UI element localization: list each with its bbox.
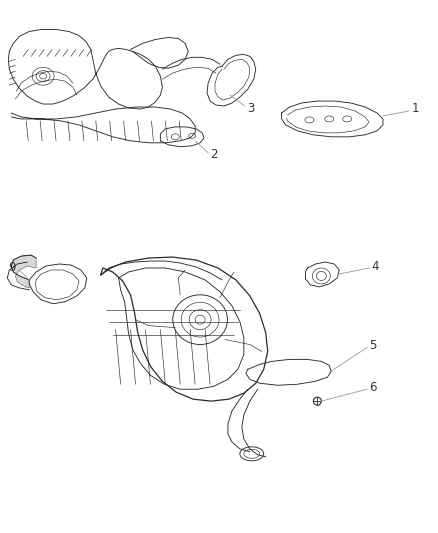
Polygon shape — [11, 255, 36, 288]
Text: 2: 2 — [210, 148, 218, 161]
Text: 4: 4 — [371, 260, 378, 272]
Text: 6: 6 — [369, 381, 377, 394]
Text: 1: 1 — [412, 101, 419, 115]
Text: 3: 3 — [247, 101, 254, 115]
Text: 5: 5 — [369, 339, 376, 352]
Text: 9: 9 — [8, 262, 15, 274]
